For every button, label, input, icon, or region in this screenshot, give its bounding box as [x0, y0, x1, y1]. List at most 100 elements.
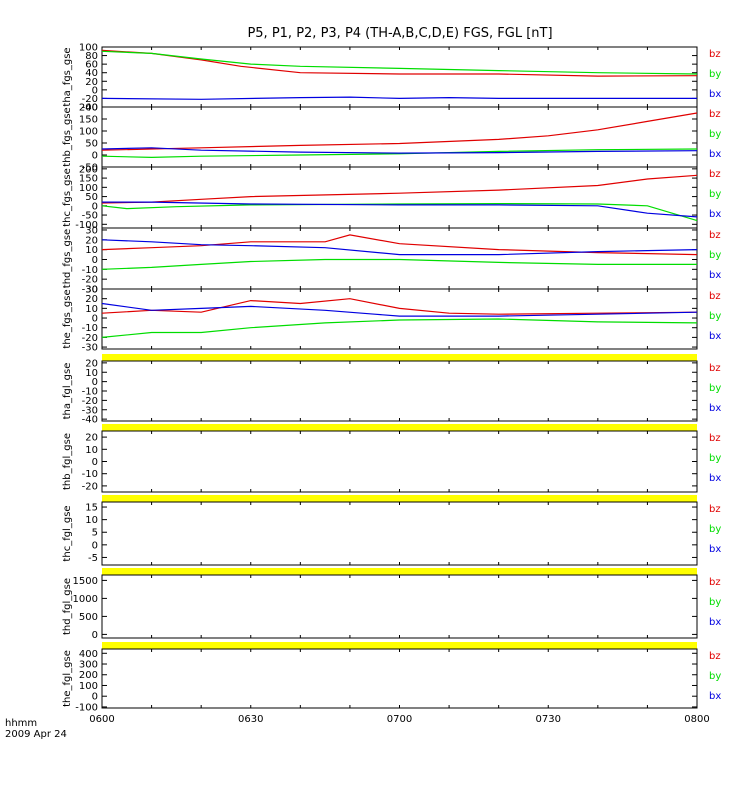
divider-bar: [102, 642, 697, 649]
panel-frame: [101, 106, 698, 168]
y-tick-label: 200: [79, 670, 98, 681]
legend-by: by: [709, 524, 721, 535]
divider-bar: [102, 568, 697, 575]
divider-bar: [102, 424, 697, 431]
y-tick-label: 20: [85, 77, 98, 88]
legend-bz: bz: [709, 363, 721, 374]
panel-frame: [101, 501, 698, 566]
y-tick-label: 150: [79, 115, 98, 126]
legend-by: by: [709, 69, 721, 80]
y-tick-label: 15: [85, 503, 98, 514]
series-bz-line: [101, 112, 698, 151]
y-tick-label: 1500: [73, 576, 98, 587]
y-tick-label: 30: [85, 225, 98, 236]
y-tick-label: 100: [79, 681, 98, 692]
plot-title: P5, P1, P2, P3, P4 (TH-A,B,C,D,E) FGS, F…: [247, 26, 553, 41]
date-label: 2009 Apr 24: [5, 729, 67, 740]
y-axis-label: tha_fgl_gse: [62, 363, 73, 420]
y-tick-label: 10: [85, 245, 98, 256]
y-tick-label: -20: [82, 481, 98, 492]
y-tick-label: -100: [75, 702, 98, 713]
y-tick-label: 100: [79, 127, 98, 138]
panel-frame: [101, 648, 698, 709]
y-tick-label: 0: [92, 692, 98, 703]
legend-by: by: [709, 250, 721, 261]
series-bx-line: [101, 239, 698, 256]
y-axis-label: thd_fgs_gse: [62, 229, 73, 288]
legend-bx: bx: [709, 270, 721, 281]
legend-bz: bz: [709, 109, 721, 120]
legend-by: by: [709, 129, 721, 140]
legend-bx: bx: [709, 209, 721, 220]
legend-bx: bx: [709, 331, 721, 342]
y-tick-label: -50: [82, 211, 98, 222]
panel-frame: [101, 360, 698, 422]
x-tick-label: 0600: [89, 714, 114, 725]
y-tick-label: 10: [85, 304, 98, 315]
y-tick-label: 50: [85, 139, 98, 150]
y-axis-label: the_fgl_gse: [62, 650, 73, 707]
y-tick-label: 0: [92, 151, 98, 162]
series-bz-line: [101, 298, 698, 315]
y-tick-label: 0: [92, 377, 98, 388]
y-tick-label: 0: [92, 85, 98, 96]
y-tick-label: -30: [82, 285, 98, 296]
series-by-line: [101, 203, 698, 222]
y-tick-label: 200: [79, 103, 98, 114]
y-tick-label: 10: [85, 368, 98, 379]
y-tick-label: 1000: [73, 594, 98, 605]
y-tick-label: -10: [82, 387, 98, 398]
panel-frame: [101, 166, 698, 229]
legend-by: by: [709, 311, 721, 322]
legend-bx: bx: [709, 149, 721, 160]
series-by-line: [101, 148, 698, 159]
legend-bx: bx: [709, 691, 721, 702]
y-tick-label: 100: [79, 183, 98, 194]
y-tick-label: 5: [92, 528, 98, 539]
y-axis-label: the_fgs_gse: [62, 289, 73, 348]
divider-bar: [102, 495, 697, 502]
x-tick-label: 0630: [238, 714, 263, 725]
y-tick-label: 0: [92, 540, 98, 551]
y-tick-label: 400: [79, 649, 98, 660]
series-by-line: [101, 258, 697, 270]
y-tick-label: -10: [82, 469, 98, 480]
y-tick-label: 20: [85, 235, 98, 246]
y-tick-label: 50: [85, 192, 98, 203]
legend-bz: bz: [709, 504, 721, 515]
series-bx-line: [101, 96, 697, 100]
y-tick-label: -20: [82, 333, 98, 344]
y-tick-label: 20: [85, 294, 98, 305]
legend-by: by: [709, 383, 721, 394]
y-tick-label: -50: [82, 163, 98, 174]
legend-bz: bz: [709, 49, 721, 60]
y-tick-label: 0: [92, 201, 98, 212]
legend-bz: bz: [709, 651, 721, 662]
divider-bar: [102, 354, 697, 361]
y-tick-label: 0: [92, 314, 98, 325]
panel-frame: [101, 288, 698, 350]
legend-bx: bx: [709, 544, 721, 555]
legend-bx: bx: [709, 617, 721, 628]
series-bz-line: [101, 234, 698, 256]
y-tick-label: 10: [85, 515, 98, 526]
x-tick-label: 0800: [684, 714, 709, 725]
x-axis-label: hhmm: [5, 718, 38, 729]
y-axis-label: thb_fgs_gse: [62, 107, 73, 166]
y-tick-label: 0: [92, 255, 98, 266]
legend-bx: bx: [709, 403, 721, 414]
y-tick-label: 60: [85, 60, 98, 71]
y-tick-label: 20: [85, 358, 98, 369]
panel-frame: [101, 430, 698, 493]
y-tick-label: 10: [85, 445, 98, 456]
y-axis-label: thb_fgl_gse: [62, 433, 73, 490]
legend-bx: bx: [709, 89, 721, 100]
y-tick-label: 500: [79, 612, 98, 623]
legend-by: by: [709, 597, 721, 608]
panel-frame: [101, 227, 698, 290]
legend-bz: bz: [709, 577, 721, 588]
y-axis-label: thc_fgl_gse: [62, 505, 73, 561]
y-tick-label: 30: [85, 285, 98, 296]
series-bx-line: [101, 147, 698, 154]
